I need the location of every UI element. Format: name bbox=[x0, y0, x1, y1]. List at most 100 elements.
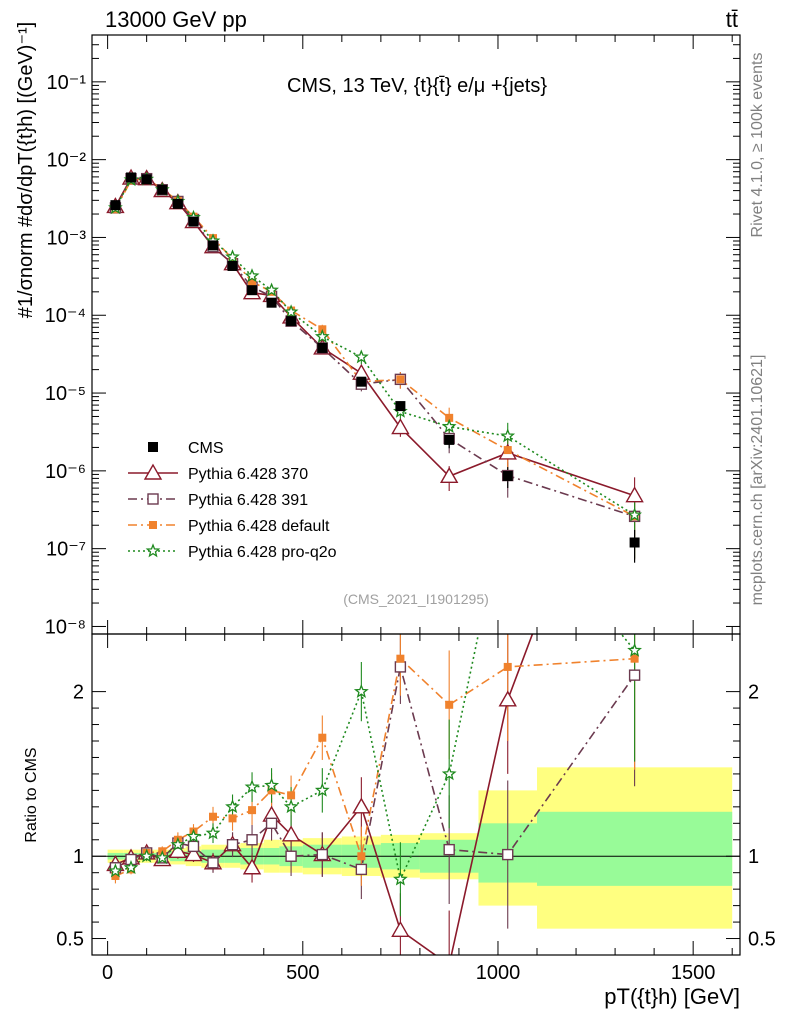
ratio-point bbox=[285, 850, 297, 862]
ratio-point bbox=[267, 786, 276, 795]
data-point bbox=[627, 507, 642, 522]
ratio-point bbox=[628, 669, 641, 681]
ratio-point bbox=[391, 920, 410, 938]
data-point bbox=[391, 418, 410, 435]
ratio-point bbox=[441, 957, 457, 971]
ratio-tick-label: 0.5 bbox=[56, 929, 84, 951]
ratio-point bbox=[170, 836, 186, 852]
ratio-tick-label-right: 1 bbox=[748, 846, 759, 868]
y-tick-label: 10⁻⁴ bbox=[45, 305, 86, 327]
energy-label: 13000 GeV pp bbox=[105, 7, 247, 32]
legend-label: Pythia 6.428 default bbox=[188, 518, 330, 535]
data-point bbox=[445, 413, 454, 422]
source-label: mcplots.cern.ch [arXiv:2401.10621] bbox=[749, 355, 766, 606]
x-tick-label: 1000 bbox=[476, 962, 521, 984]
ratio-point bbox=[226, 839, 239, 851]
y-tick-label: 10⁻¹ bbox=[47, 72, 87, 94]
data-point bbox=[247, 285, 258, 296]
series-line bbox=[114, 178, 636, 516]
data-point bbox=[286, 316, 297, 327]
y-tick-label: 10⁻⁶ bbox=[45, 461, 86, 483]
x-tick-label: 1500 bbox=[671, 962, 716, 984]
ratio-point bbox=[627, 642, 642, 657]
ratio-point bbox=[225, 799, 240, 814]
ratio-tick-label: 2 bbox=[73, 682, 84, 704]
data-point bbox=[503, 446, 512, 455]
ratio-point bbox=[445, 700, 454, 709]
ratio-point bbox=[443, 843, 455, 856]
ratio-point bbox=[264, 777, 280, 792]
legend: CMS Pythia 6.428 370 Pythia 6.428 391 Pythi… bbox=[128, 440, 337, 561]
legend-marker bbox=[149, 521, 157, 529]
data-point bbox=[283, 304, 299, 319]
ratio-point bbox=[498, 690, 517, 707]
data-point bbox=[264, 282, 280, 297]
ratio-point bbox=[283, 798, 299, 814]
x-tick-label: 500 bbox=[286, 962, 319, 984]
ratio-point bbox=[184, 845, 203, 862]
ratio-tick-label-right: 2 bbox=[748, 682, 759, 704]
analysis-id: (CMS_2021_I1901295) bbox=[343, 591, 489, 607]
data-point bbox=[208, 240, 219, 251]
data-point bbox=[314, 328, 330, 344]
ratio-point bbox=[186, 828, 201, 843]
ratio-point bbox=[316, 848, 329, 861]
data-point bbox=[225, 249, 240, 264]
data-point bbox=[188, 216, 199, 227]
ratio-point bbox=[207, 857, 219, 869]
ratio-point bbox=[111, 871, 120, 880]
y-tick-label: 10⁻⁵ bbox=[45, 383, 86, 405]
ratio-point bbox=[248, 806, 257, 815]
legend-label: Pythia 6.428 391 bbox=[188, 492, 308, 509]
data-point bbox=[500, 428, 516, 443]
plot-title: CMS, 13 TeV, {t}{t̄} e/μ +{jets} bbox=[287, 75, 547, 97]
y-tick-label: 10⁻⁸ bbox=[45, 616, 86, 638]
ratio-plot-area bbox=[106, 354, 643, 971]
ratio-point bbox=[318, 733, 327, 742]
ratio-point bbox=[314, 782, 330, 797]
legend-label: CMS bbox=[188, 440, 224, 457]
x-tick-label: 0 bbox=[102, 962, 113, 984]
ratio-tick-label: 1 bbox=[73, 846, 84, 868]
data-point bbox=[441, 418, 457, 433]
ratio-point bbox=[123, 860, 139, 875]
data-point bbox=[126, 172, 137, 183]
ratio-point bbox=[627, 354, 643, 368]
data-point bbox=[227, 260, 238, 271]
data-point bbox=[625, 486, 644, 503]
legend-label: Pythia 6.428 370 bbox=[188, 466, 308, 483]
ratio-point bbox=[393, 871, 408, 886]
data-point bbox=[629, 537, 640, 548]
legend-label: Pythia 6.428 pro-q2o bbox=[188, 544, 337, 561]
process-label: tt̄ bbox=[726, 7, 738, 32]
legend-marker bbox=[145, 543, 161, 558]
data-point bbox=[317, 342, 328, 353]
y-axis-label-main: #1/σnorm #dσ/dpT({t}h) [(GeV)⁻¹] bbox=[15, 22, 37, 318]
ratio-point bbox=[108, 863, 123, 878]
y-tick-label: 10⁻² bbox=[47, 150, 87, 172]
ratio-point bbox=[187, 840, 200, 853]
ratio-point bbox=[205, 825, 221, 840]
legend-marker bbox=[147, 493, 159, 505]
y-tick-label: 10⁻³ bbox=[47, 227, 87, 249]
data-point bbox=[395, 401, 406, 412]
ratio-point bbox=[394, 661, 407, 673]
ratio-point bbox=[287, 791, 296, 800]
data-point bbox=[141, 174, 152, 185]
ratio-point bbox=[502, 848, 514, 861]
data-point bbox=[157, 184, 168, 195]
data-point bbox=[172, 198, 183, 209]
rivet-label: Rivet 4.1.0, ≥ 100k events bbox=[749, 53, 766, 238]
x-axis-label: pT({t}h) [GeV] bbox=[604, 984, 740, 1009]
legend-marker bbox=[148, 442, 158, 452]
ratio-point bbox=[353, 683, 369, 698]
ratio-point bbox=[209, 812, 218, 821]
legend-marker bbox=[143, 463, 163, 480]
ratio-band-green bbox=[537, 811, 733, 886]
ratio-point bbox=[228, 814, 237, 823]
ratio-frame bbox=[91, 633, 741, 956]
y-axis-label-ratio: Ratio to CMS bbox=[23, 747, 40, 842]
y-tick-label: 10⁻⁷ bbox=[46, 539, 86, 561]
ratio-point bbox=[281, 825, 301, 842]
